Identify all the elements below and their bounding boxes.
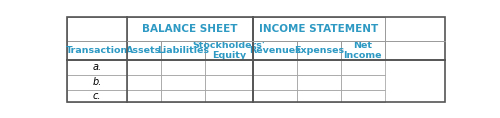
Bar [340,60,384,75]
Bar [253,17,384,41]
Bar [297,75,341,90]
Bar [297,41,341,60]
Text: Transaction: Transaction [66,46,128,55]
Bar [297,90,341,102]
Text: b.: b. [92,77,102,87]
Bar [161,75,204,90]
Bar [127,17,253,41]
Bar [127,90,161,102]
Text: Assets: Assets [126,46,162,55]
Bar [161,60,204,75]
Bar [253,90,297,102]
Text: Liabilities: Liabilities [157,46,209,55]
Text: a.: a. [92,62,102,72]
Bar [161,41,204,60]
Bar [253,60,297,75]
Text: Expenses: Expenses [294,46,344,55]
Bar [253,75,297,90]
Bar [127,60,161,75]
Text: Stockholders'
Equity: Stockholders' Equity [192,41,266,60]
Bar [204,41,253,60]
Bar [204,90,253,102]
Text: BALANCE SHEET: BALANCE SHEET [142,24,238,34]
Bar [340,75,384,90]
Bar [340,90,384,102]
Bar [204,75,253,90]
Bar [127,75,161,90]
Bar [340,41,384,60]
Bar [67,90,127,102]
Bar [297,60,341,75]
Bar [67,41,127,60]
Text: Revenues: Revenues [249,46,301,55]
Text: c.: c. [93,91,102,101]
Bar [67,17,127,41]
Bar [127,41,161,60]
Bar [253,41,297,60]
Bar [67,75,127,90]
Text: INCOME STATEMENT: INCOME STATEMENT [259,24,378,34]
Text: Net
Income: Net Income [344,41,382,60]
Bar [204,60,253,75]
Bar [161,90,204,102]
Bar [67,60,127,75]
